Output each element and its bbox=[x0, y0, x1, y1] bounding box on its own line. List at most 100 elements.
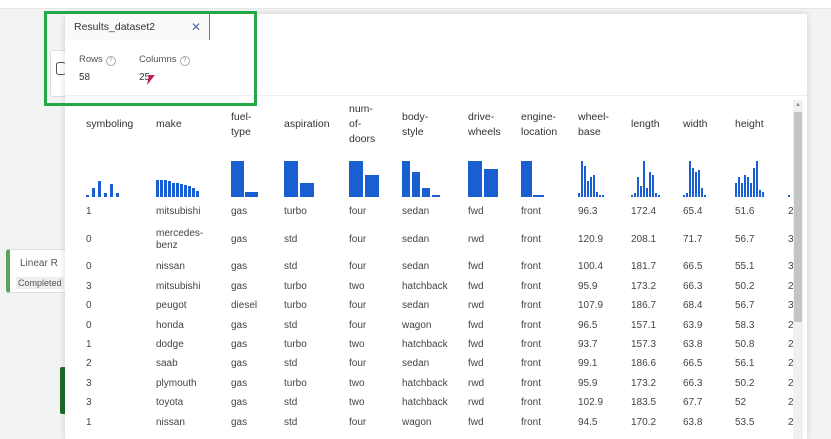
table-cell: rwd bbox=[468, 234, 485, 245]
table-cell: 186.6 bbox=[631, 358, 657, 370]
table-cell: 186.7 bbox=[631, 300, 657, 312]
histogram-bar bbox=[698, 170, 700, 197]
table-cell: turbo bbox=[284, 339, 307, 350]
scroll-up-icon[interactable]: ▲ bbox=[795, 102, 801, 108]
status-bar bbox=[60, 367, 66, 414]
column-histogram bbox=[86, 159, 119, 197]
table-cell: std bbox=[284, 319, 298, 331]
table-cell: 63.8 bbox=[683, 416, 703, 428]
table-cell: 71.7 bbox=[683, 234, 703, 245]
table-cell: 107.9 bbox=[578, 300, 604, 312]
table-cell: front bbox=[521, 416, 542, 428]
table-cell: 2 bbox=[788, 416, 794, 428]
table-cell: four bbox=[349, 416, 367, 428]
column-header[interactable]: body-style bbox=[402, 110, 429, 138]
table-cell: four bbox=[349, 234, 367, 245]
table-cell: 51.6 bbox=[735, 206, 755, 217]
histogram-bar bbox=[581, 161, 583, 197]
column-header[interactable]: symboling bbox=[86, 118, 134, 130]
table-cell: gas bbox=[231, 261, 248, 273]
scrollbar-thumb[interactable] bbox=[794, 112, 802, 322]
table-cell: turbo bbox=[284, 280, 307, 292]
histogram-bar bbox=[196, 190, 199, 197]
rows-label: Rows bbox=[79, 54, 103, 65]
table-cell: fwd bbox=[468, 319, 484, 331]
table-cell: 2 bbox=[788, 280, 794, 292]
histogram-bar bbox=[759, 189, 761, 197]
table-cell: 55.1 bbox=[735, 261, 755, 273]
table-cell: four bbox=[349, 300, 367, 312]
table-cell: fwd bbox=[468, 280, 484, 292]
column-header[interactable]: length bbox=[631, 118, 660, 130]
column-histogram bbox=[788, 159, 790, 197]
highlight-box bbox=[44, 11, 257, 106]
table-cell: 99.1 bbox=[578, 358, 598, 370]
column-histogram bbox=[468, 159, 498, 197]
histogram-bar bbox=[168, 181, 171, 197]
column-histogram bbox=[402, 159, 440, 197]
column-header[interactable]: aspiration bbox=[284, 118, 330, 130]
table-cell: 93.7 bbox=[578, 339, 598, 350]
table-cell: gas bbox=[231, 280, 248, 292]
histogram-bar bbox=[649, 171, 651, 197]
table-cell: 94.5 bbox=[578, 416, 598, 428]
tab-results-dataset[interactable]: Results_dataset2 ✕ bbox=[65, 14, 210, 40]
table-cell: 66.5 bbox=[683, 261, 703, 273]
table-cell: two bbox=[349, 377, 365, 389]
info-icon[interactable]: ? bbox=[105, 56, 116, 66]
column-header[interactable]: num-of-doors bbox=[349, 103, 376, 145]
table-cell: fwd bbox=[468, 416, 484, 428]
table-cell: 2 bbox=[788, 319, 794, 331]
table-cell: gas bbox=[231, 319, 248, 331]
table-cell: honda bbox=[156, 319, 184, 331]
table-cell: 67.7 bbox=[683, 397, 703, 409]
table-cell: toyota bbox=[156, 397, 184, 409]
table-cell: 0 bbox=[86, 319, 92, 331]
table-cell: 50.8 bbox=[735, 339, 755, 350]
table-cell: 68.4 bbox=[683, 300, 703, 312]
histogram-bar bbox=[164, 180, 167, 197]
column-header[interactable]: drive-wheels bbox=[468, 110, 501, 138]
vertical-scrollbar[interactable]: ▲ bbox=[793, 100, 803, 439]
table-cell: two bbox=[349, 397, 365, 409]
histogram-bar bbox=[701, 188, 703, 197]
column-header[interactable]: width bbox=[683, 118, 708, 130]
table-cell: fwd bbox=[468, 261, 484, 273]
column-histogram bbox=[521, 159, 544, 197]
column-histogram bbox=[683, 159, 706, 197]
histogram-bar bbox=[110, 184, 113, 197]
column-header[interactable]: wheel-base bbox=[578, 110, 609, 138]
table-cell: 1 bbox=[86, 206, 92, 217]
column-histogram bbox=[735, 159, 764, 197]
histogram-bar bbox=[750, 182, 752, 197]
histogram-bar bbox=[231, 161, 244, 197]
column-header[interactable]: height bbox=[735, 118, 764, 130]
table-cell: 66.5 bbox=[683, 358, 703, 370]
histogram-bar bbox=[365, 175, 379, 197]
column-header[interactable]: engine-location bbox=[521, 110, 558, 138]
histogram-bar bbox=[756, 161, 758, 197]
table-cell: 170.2 bbox=[631, 416, 657, 428]
columns-stat: Columns? 25 bbox=[139, 54, 190, 83]
histogram-bar bbox=[788, 195, 790, 197]
info-icon[interactable]: ? bbox=[179, 56, 190, 66]
table-cell: gas bbox=[231, 339, 248, 350]
table-cell: std bbox=[284, 397, 298, 409]
table-cell: peugot bbox=[156, 300, 187, 312]
table-cell: two bbox=[349, 280, 365, 292]
table-cell: 2 bbox=[788, 397, 794, 409]
table-cell: 2 bbox=[86, 358, 92, 370]
table-cell: 96.5 bbox=[578, 319, 598, 331]
table-cell: hatchback bbox=[402, 397, 448, 409]
column-header[interactable]: make bbox=[156, 118, 182, 130]
histogram-bar bbox=[747, 177, 749, 197]
close-icon[interactable]: ✕ bbox=[190, 20, 201, 34]
histogram-bar bbox=[637, 177, 639, 197]
table-cell: 96.3 bbox=[578, 206, 598, 217]
table-cell: 120.9 bbox=[578, 234, 604, 245]
table-cell: 183.5 bbox=[631, 397, 657, 409]
column-header[interactable]: fuel-type bbox=[231, 110, 252, 138]
column-histogram bbox=[578, 159, 604, 197]
table-cell: two bbox=[349, 339, 365, 350]
column-histogram bbox=[231, 159, 258, 197]
